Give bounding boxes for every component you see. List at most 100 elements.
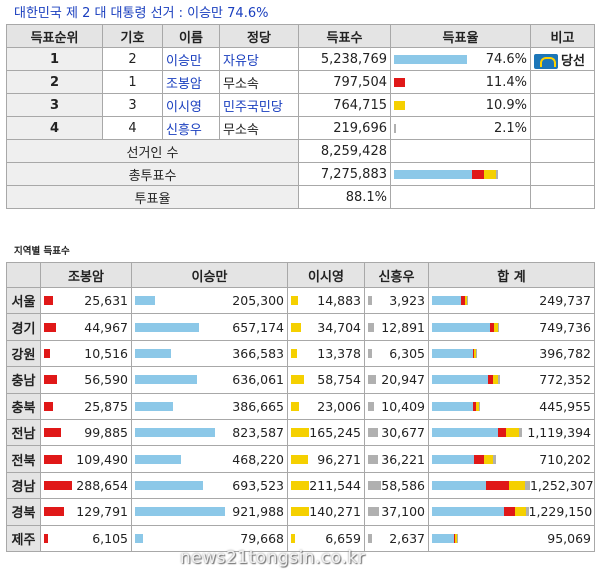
region-stack-segment-lee [432, 322, 491, 332]
percentage-wrap: 2.1% [394, 121, 527, 136]
shin-votes-bar [368, 348, 373, 358]
total-votes-value: 396,782 [539, 345, 591, 361]
yi-votes-wrap: 165,245 [291, 425, 361, 440]
region-stack-segment-shin [492, 454, 497, 464]
cho-votes-value: 25,631 [84, 293, 128, 309]
yi-votes-cell: 211,544 [287, 471, 365, 500]
cho-votes-value: 44,967 [84, 319, 128, 335]
cho-votes-bar [44, 428, 62, 438]
region-stack-segment-lee [432, 533, 454, 543]
yi-votes-value: 140,271 [309, 504, 361, 520]
regional-row: 전남 99,885 823,587 165,245 30,677 1,119,394 [6, 418, 595, 447]
shin-votes-wrap: 3,923 [368, 293, 425, 308]
cho-votes-value: 99,885 [84, 425, 128, 441]
cho-votes-wrap: 10,516 [44, 346, 128, 361]
lee-votes-bar [135, 428, 216, 438]
lee-votes-value: 79,668 [240, 530, 284, 546]
region-stacked-bar [432, 296, 468, 306]
region-stack-segment-lee [432, 375, 489, 385]
total-votes-cell: 396,782 [428, 339, 595, 368]
region-stacked-bar [432, 375, 501, 385]
cho-votes-cell: 109,490 [40, 445, 132, 473]
shin-votes-wrap: 30,677 [368, 425, 425, 440]
shin-votes-value: 37,100 [381, 504, 425, 520]
region-stack-segment-lee [432, 348, 474, 358]
region-stack-segment-yi [455, 533, 458, 543]
region-stack-segment-yi [506, 428, 520, 438]
shin-votes-wrap: 12,891 [368, 320, 425, 335]
lee-votes-cell: 693,523 [131, 471, 288, 500]
cho-votes-bar [44, 348, 50, 358]
total-votes-stacked-bar [394, 169, 498, 179]
region-stack-segment-shin [457, 533, 458, 543]
cho-votes-bar [44, 322, 56, 332]
total-votes-wrap: 445,955 [432, 399, 591, 414]
cho-votes-cell: 44,967 [40, 313, 132, 341]
note-cell [530, 93, 595, 117]
total-votes-wrap: 396,782 [432, 346, 591, 361]
electorate-row: 선거인 수 8,259,428 [6, 139, 595, 163]
watermark: news21tongsin.co.kr [180, 548, 366, 568]
cho-votes-cell: 129,791 [40, 498, 132, 526]
shin-votes-wrap: 20,947 [368, 372, 425, 387]
header-lee: 이승만 [131, 262, 288, 288]
percentage-wrap: 11.4% [394, 75, 527, 90]
yi-votes-bar [291, 348, 298, 358]
page-title: 대한민국 제 2 대 대통령 선거 : 이승만 74.6% [14, 6, 269, 21]
turnout-label: 투표율 [6, 185, 299, 209]
candidate-name-link[interactable]: 조봉암 [162, 70, 220, 94]
percentage-bar [394, 54, 468, 64]
region-stack-segment-cho [474, 454, 485, 464]
cho-votes-wrap: 25,875 [44, 399, 128, 414]
region-stack-segment-cho [498, 428, 506, 438]
shin-votes-value: 20,947 [381, 372, 425, 388]
lee-votes-cell: 205,300 [131, 286, 288, 315]
shin-votes-wrap: 6,305 [368, 346, 425, 361]
percentage-cell: 2.1% [390, 116, 531, 140]
regional-votes-table: 조봉암 이승만 이시영 신흥우 합 계 서울 25,631 205,300 14,88… [6, 262, 595, 552]
region-stack-segment-yi [484, 454, 493, 464]
region-stack-segment-shin [519, 428, 522, 438]
total-votes-cell: 1,119,394 [428, 418, 595, 447]
yi-votes-bar [291, 507, 310, 517]
percentage-bar [394, 100, 405, 110]
shin-votes-value: 30,677 [381, 425, 425, 441]
total-votes-note [530, 162, 595, 186]
yi-votes-cell: 96,271 [287, 445, 365, 473]
party-cell[interactable]: 자유당 [219, 47, 299, 71]
yi-votes-cell: 23,006 [287, 392, 365, 420]
cho-votes-wrap: 109,490 [44, 452, 128, 467]
region-name: 전북 [6, 445, 41, 473]
votes-cell: 764,715 [298, 93, 391, 117]
region-stack-segment-cho [473, 401, 477, 411]
candidate-name-link[interactable]: 이시영 [162, 93, 220, 117]
region-stack-segment-shin [466, 296, 468, 306]
shin-votes-bar [368, 296, 372, 306]
shin-votes-bar [368, 533, 372, 543]
lee-votes-cell: 468,220 [131, 445, 288, 473]
region-name: 전남 [6, 418, 41, 447]
total-votes-value: 7,275,883 [298, 162, 391, 186]
lee-votes-bar [135, 507, 225, 517]
yi-votes-value: 165,245 [309, 425, 361, 441]
region-stack-segment-yi [508, 480, 526, 490]
party-cell[interactable]: 민주국민당 [219, 93, 299, 117]
lee-votes-bar [135, 533, 143, 543]
region-stack-segment-yi [493, 375, 499, 385]
yi-votes-bar [291, 401, 300, 411]
candidate-name-link[interactable]: 이승만 [162, 47, 220, 71]
lee-votes-bar [135, 348, 171, 358]
votes-cell: 5,238,769 [298, 47, 391, 71]
regional-row: 제주 6,105 79,668 6,659 2,637 95,069 [6, 524, 595, 552]
candidate-name-link[interactable]: 신흥우 [162, 116, 220, 140]
lee-votes-cell: 386,665 [131, 392, 288, 420]
note-cell [530, 116, 595, 140]
total-votes-wrap: 95,069 [432, 531, 591, 546]
lee-votes-value: 921,988 [232, 504, 284, 520]
percentage-bar [394, 123, 397, 133]
cho-votes-value: 10,516 [84, 345, 128, 361]
region-stack-segment-lee [432, 296, 462, 306]
cho-votes-value: 56,590 [84, 372, 128, 388]
cho-votes-cell: 25,875 [40, 392, 132, 420]
lee-votes-bar [135, 480, 203, 490]
